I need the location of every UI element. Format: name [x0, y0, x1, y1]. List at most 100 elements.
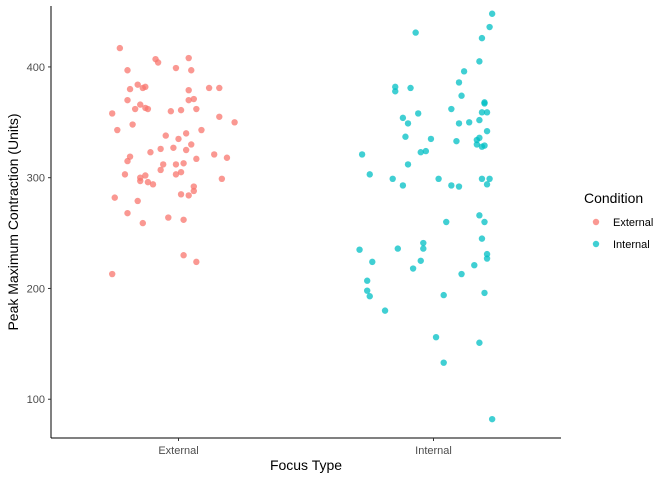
data-point-internal — [455, 79, 463, 86]
data-point-internal — [473, 136, 481, 144]
data-point-external — [231, 119, 238, 126]
data-point-external — [185, 54, 192, 62]
data-point-internal — [458, 270, 465, 278]
data-point-external — [147, 149, 154, 156]
data-point-internal — [460, 68, 468, 75]
data-point-external — [116, 44, 124, 52]
legend-title: Condition — [584, 190, 643, 206]
data-point-external — [124, 96, 131, 104]
data-point-internal — [399, 114, 407, 122]
data-point-external — [124, 157, 131, 165]
data-point-external — [172, 161, 180, 168]
data-point-external — [111, 194, 118, 201]
data-point-external — [160, 161, 167, 168]
legend-label-external: External — [613, 217, 653, 229]
data-point-internal — [392, 88, 399, 95]
data-point-internal — [392, 83, 399, 91]
data-point-external — [180, 252, 187, 259]
x-axis-title: Focus Type — [270, 457, 342, 473]
data-point-internal — [417, 149, 424, 156]
data-point-internal — [417, 257, 424, 264]
data-point-external — [124, 209, 131, 217]
data-point-external — [223, 154, 231, 161]
data-point-internal — [471, 262, 478, 269]
data-point-external — [198, 126, 205, 134]
data-point-internal — [409, 265, 417, 272]
y-tick-label: 200 — [27, 283, 45, 295]
data-point-internal — [478, 175, 486, 182]
data-point-external — [172, 64, 180, 72]
data-point-external — [180, 160, 187, 167]
y-tick-label: 100 — [27, 394, 45, 406]
data-point-external — [142, 172, 149, 179]
data-point-internal — [404, 120, 412, 127]
data-point-external — [193, 258, 200, 266]
data-point-external — [188, 141, 195, 148]
data-point-external — [162, 132, 169, 139]
data-point-external — [177, 191, 185, 198]
data-point-external — [137, 177, 144, 185]
data-point-internal — [415, 110, 422, 117]
data-point-external — [129, 121, 136, 128]
data-point-internal — [440, 291, 447, 299]
data-point-internal — [483, 109, 491, 116]
data-point-external — [134, 81, 141, 88]
data-point-external — [170, 144, 177, 151]
data-point-internal — [476, 58, 483, 65]
data-point-external — [216, 84, 223, 92]
data-point-internal — [404, 161, 412, 168]
y-tick-label: 400 — [27, 62, 45, 74]
data-point-internal — [448, 105, 455, 113]
data-point-internal — [412, 29, 419, 36]
data-point-external — [154, 59, 162, 66]
data-point-external — [190, 187, 197, 195]
data-point-external — [144, 105, 152, 113]
data-point-internal — [488, 10, 496, 17]
points-layer — [109, 10, 496, 423]
data-point-external — [139, 84, 146, 92]
data-point-external — [109, 270, 116, 278]
y-tick-label: 300 — [27, 173, 45, 185]
data-point-internal — [443, 218, 450, 226]
data-point-internal — [486, 175, 493, 182]
data-point-external — [126, 85, 134, 93]
data-point-external — [216, 113, 223, 120]
data-point-internal — [476, 212, 483, 219]
data-point-internal — [466, 119, 473, 126]
data-point-external — [144, 178, 152, 186]
data-point-external — [167, 108, 175, 115]
data-point-external — [182, 146, 190, 154]
legend-label-internal: Internal — [613, 239, 650, 251]
data-point-internal — [486, 23, 493, 31]
data-point-internal — [448, 182, 455, 189]
data-point-internal — [458, 92, 465, 99]
data-point-internal — [483, 250, 491, 258]
data-point-external — [185, 192, 192, 199]
data-point-external — [177, 106, 185, 114]
data-point-internal — [476, 116, 483, 124]
x-tick-label: Internal — [415, 445, 452, 457]
data-point-external — [172, 171, 180, 178]
data-point-external — [211, 151, 218, 158]
data-point-external — [157, 166, 164, 174]
data-point-external — [134, 197, 141, 205]
data-point-internal — [427, 135, 435, 143]
data-point-internal — [483, 255, 491, 262]
data-point-internal — [381, 307, 389, 314]
data-point-internal — [366, 171, 373, 178]
data-point-internal — [389, 175, 396, 182]
y-ticks: 100 200 300 400 — [27, 62, 51, 406]
data-point-internal — [420, 239, 427, 247]
x-tick-label: External — [158, 445, 198, 457]
legend: Condition External Internal — [584, 190, 653, 251]
data-point-external — [124, 67, 131, 74]
data-point-external — [121, 171, 129, 178]
data-point-external — [139, 219, 146, 227]
data-point-external — [190, 183, 197, 190]
data-point-internal — [455, 183, 463, 190]
data-point-internal — [455, 120, 463, 127]
data-point-internal — [420, 245, 427, 252]
data-point-external — [205, 84, 213, 92]
data-point-external — [188, 67, 195, 74]
